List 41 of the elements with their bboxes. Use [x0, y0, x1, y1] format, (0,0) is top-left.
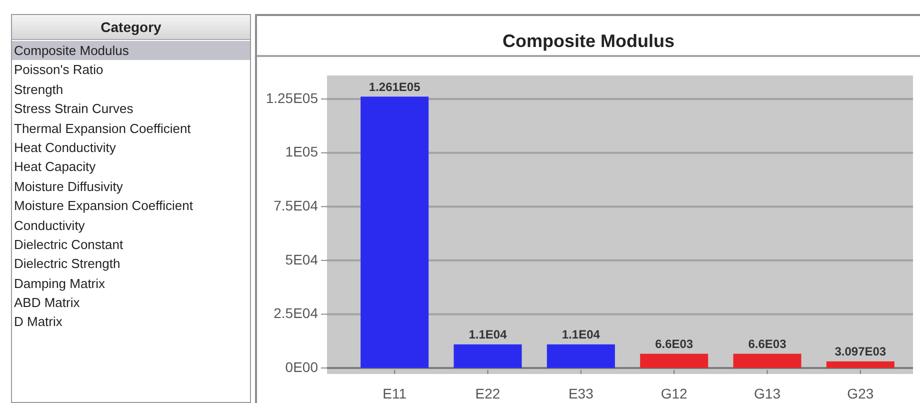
x-tick-label: G12: [660, 385, 688, 402]
y-tick-label: 1E05: [285, 144, 318, 160]
text: Heat Capacity: [13, 158, 97, 176]
text: D Matrix: [13, 313, 64, 332]
x-tick-label: E11: [382, 385, 407, 402]
y-tick-label: 2.5E04: [274, 305, 318, 322]
chart-title: Composite Modulus: [257, 16, 920, 57]
data-label: 1.1E04: [562, 328, 600, 342]
data-label: 6.6E03: [748, 337, 787, 352]
bar: [360, 96, 429, 368]
data-label: 1.261E05: [368, 80, 421, 94]
text: Dielectric Strength: [13, 255, 122, 274]
text: Poisson's Ratio: [13, 61, 104, 80]
data-label: 3.097E03: [834, 344, 886, 359]
text: Dielectric Constant: [13, 236, 124, 254]
x-tick-label: G23: [847, 385, 874, 402]
y-tick-label: 5E04: [285, 251, 318, 268]
x-tick-label: E22: [475, 385, 500, 402]
data-label: 6.6E03: [655, 337, 694, 352]
bar: [733, 354, 802, 368]
text: Stress Strain Curves: [13, 100, 134, 118]
y-tick-label: 0E00: [285, 358, 318, 375]
text: Conductivity: [13, 216, 86, 235]
bar: [640, 354, 708, 368]
bar: [826, 361, 894, 368]
text: Thermal Expansion Coefficient: [13, 120, 192, 138]
bar: [546, 344, 615, 368]
text: ABD Matrix: [13, 294, 81, 312]
y-tick-label: 1.25E05: [266, 90, 318, 106]
text: Composite Modulus: [12, 41, 250, 60]
y-tick-label: 7.5E04: [274, 197, 318, 214]
text: Category: [12, 15, 250, 40]
text: Moisture Diffusivity: [13, 178, 124, 196]
text: Heat Conductivity: [13, 138, 117, 157]
x-tick-label: G13: [754, 385, 781, 402]
data-label: 1.1E04: [468, 328, 508, 342]
x-tick-label: E33: [568, 385, 594, 402]
text: Damping Matrix: [13, 274, 106, 293]
bar: [454, 344, 522, 368]
text: Strength: [13, 80, 64, 99]
text: Moisture Expansion Coefficient: [13, 197, 194, 216]
